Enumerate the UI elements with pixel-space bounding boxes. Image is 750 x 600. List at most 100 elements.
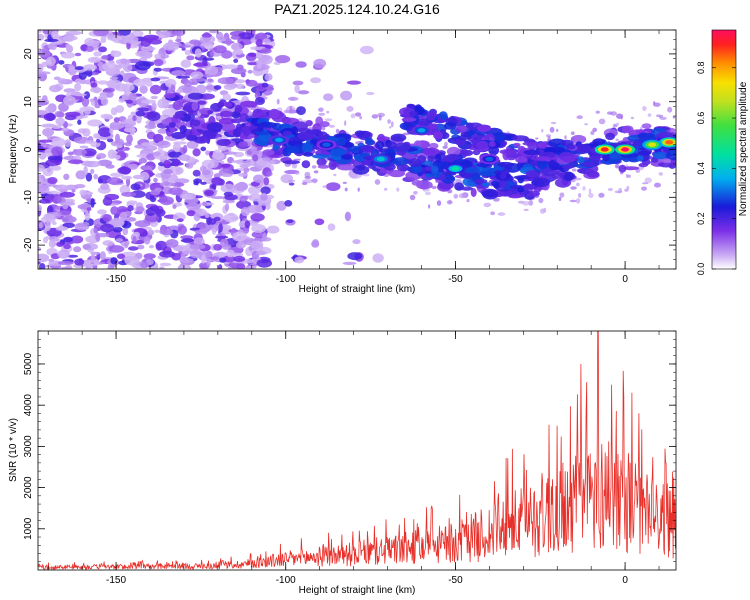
ridge-blob: [422, 147, 440, 156]
colorbar-tick-label: 0.6: [696, 112, 706, 125]
ridge-blob: [482, 189, 499, 200]
noise-blob: [292, 80, 304, 86]
noise-blob: [41, 95, 48, 102]
noise-blob: [115, 58, 131, 66]
noise-blob: [79, 78, 86, 85]
noise-blob: [149, 84, 162, 95]
colorbar: 0.0 0.2 0.4 0.6 0.8 Normalized spectral ampl…: [696, 29, 749, 275]
noise-blob: [344, 211, 351, 222]
noise-blob: [150, 77, 161, 82]
noise-blob: [128, 163, 138, 170]
noise-blob: [222, 174, 233, 178]
noise-blob: [312, 239, 319, 247]
noise-blob: [371, 114, 379, 119]
noise-blob: [75, 170, 87, 180]
noise-blob: [598, 118, 606, 125]
noise-blob: [192, 148, 201, 157]
noise-blob: [391, 121, 394, 128]
noise-blob: [73, 246, 82, 253]
noise-blob: [245, 79, 258, 87]
noise-blob: [43, 213, 55, 221]
ridge-blob: [638, 150, 652, 156]
noise-blob: [311, 178, 318, 183]
noise-blob: [97, 80, 109, 85]
noise-blob: [428, 204, 431, 209]
noise-blob: [110, 257, 118, 265]
noise-blob: [49, 84, 62, 93]
noise-blob: [250, 240, 264, 249]
noise-blob: [143, 236, 151, 245]
noise-blob: [194, 48, 202, 58]
noise-blob: [38, 51, 44, 55]
ridge-blob: [425, 173, 432, 178]
noise-blob: [304, 175, 312, 180]
snr-plot-area: [38, 331, 676, 570]
ridge-blob: [582, 161, 596, 167]
noise-blob: [74, 52, 82, 57]
ridge-blob: [562, 155, 576, 163]
noise-blob: [122, 228, 129, 236]
ridge-blob: [570, 134, 587, 144]
noise-blob: [326, 110, 330, 114]
ridge-blob: [562, 164, 574, 170]
ridge-blob: [608, 152, 624, 160]
ridge-blob: [443, 122, 457, 130]
noise-blob: [224, 194, 238, 201]
noise-blob: [100, 35, 107, 44]
ridge-blob: [191, 101, 199, 111]
noise-blob: [357, 187, 360, 192]
noise-blob: [83, 91, 91, 99]
noise-blob: [204, 213, 210, 219]
ridge-blob: [463, 167, 481, 174]
noise-blob: [644, 177, 652, 184]
noise-blob: [154, 53, 163, 59]
noise-blob: [547, 135, 551, 142]
noise-blob: [175, 38, 182, 42]
noise-blob: [93, 227, 98, 234]
noise-blob: [444, 141, 448, 147]
colorbar-gradient: [712, 30, 736, 269]
noise-blob: [46, 190, 60, 195]
noise-blob: [170, 84, 176, 92]
noise-blob: [535, 137, 539, 140]
noise-blob: [342, 261, 357, 265]
ridge-blob: [576, 156, 585, 164]
noise-blob: [148, 39, 163, 45]
noise-blob: [541, 129, 544, 133]
noise-blob: [177, 264, 191, 269]
ridge-blob: [197, 100, 207, 105]
noise-blob: [231, 42, 243, 51]
noise-blob: [72, 149, 88, 156]
noise-blob: [112, 226, 123, 233]
noise-blob: [176, 88, 183, 94]
noise-blob: [105, 164, 115, 169]
noise-blob: [51, 124, 62, 130]
noise-blob: [247, 62, 259, 66]
noise-blob: [344, 187, 348, 192]
noise-blob: [238, 220, 247, 228]
ridge-blob: [656, 131, 674, 139]
ridge-blob: [414, 104, 423, 113]
snr-series-line: [38, 331, 676, 570]
noise-blob: [374, 179, 381, 185]
spectrogram-y-ticks: -20 -10 0 10 20: [23, 48, 676, 252]
ridge-blob: [230, 118, 242, 124]
noise-blob: [62, 222, 75, 228]
figure-title: PAZ1.2025.124.10.24.G16: [274, 1, 440, 17]
noise-blob: [558, 196, 562, 202]
x-tick-label: -50: [448, 575, 463, 586]
colorbar-tick-label: 0.2: [696, 212, 706, 225]
ridge-blob: [186, 134, 198, 141]
spectrogram-x-axis-label: Height of straight line (km): [299, 284, 416, 295]
noise-blob: [102, 214, 112, 222]
noise-blob: [109, 76, 119, 81]
noise-blob: [409, 194, 416, 201]
noise-blob: [38, 151, 47, 160]
ridge-blob: [359, 152, 371, 157]
x-tick-label: -100: [276, 274, 296, 285]
noise-blob: [153, 177, 158, 183]
y-tick-label: 20: [23, 48, 34, 60]
noise-blob: [87, 119, 103, 127]
noise-blob: [211, 177, 223, 186]
